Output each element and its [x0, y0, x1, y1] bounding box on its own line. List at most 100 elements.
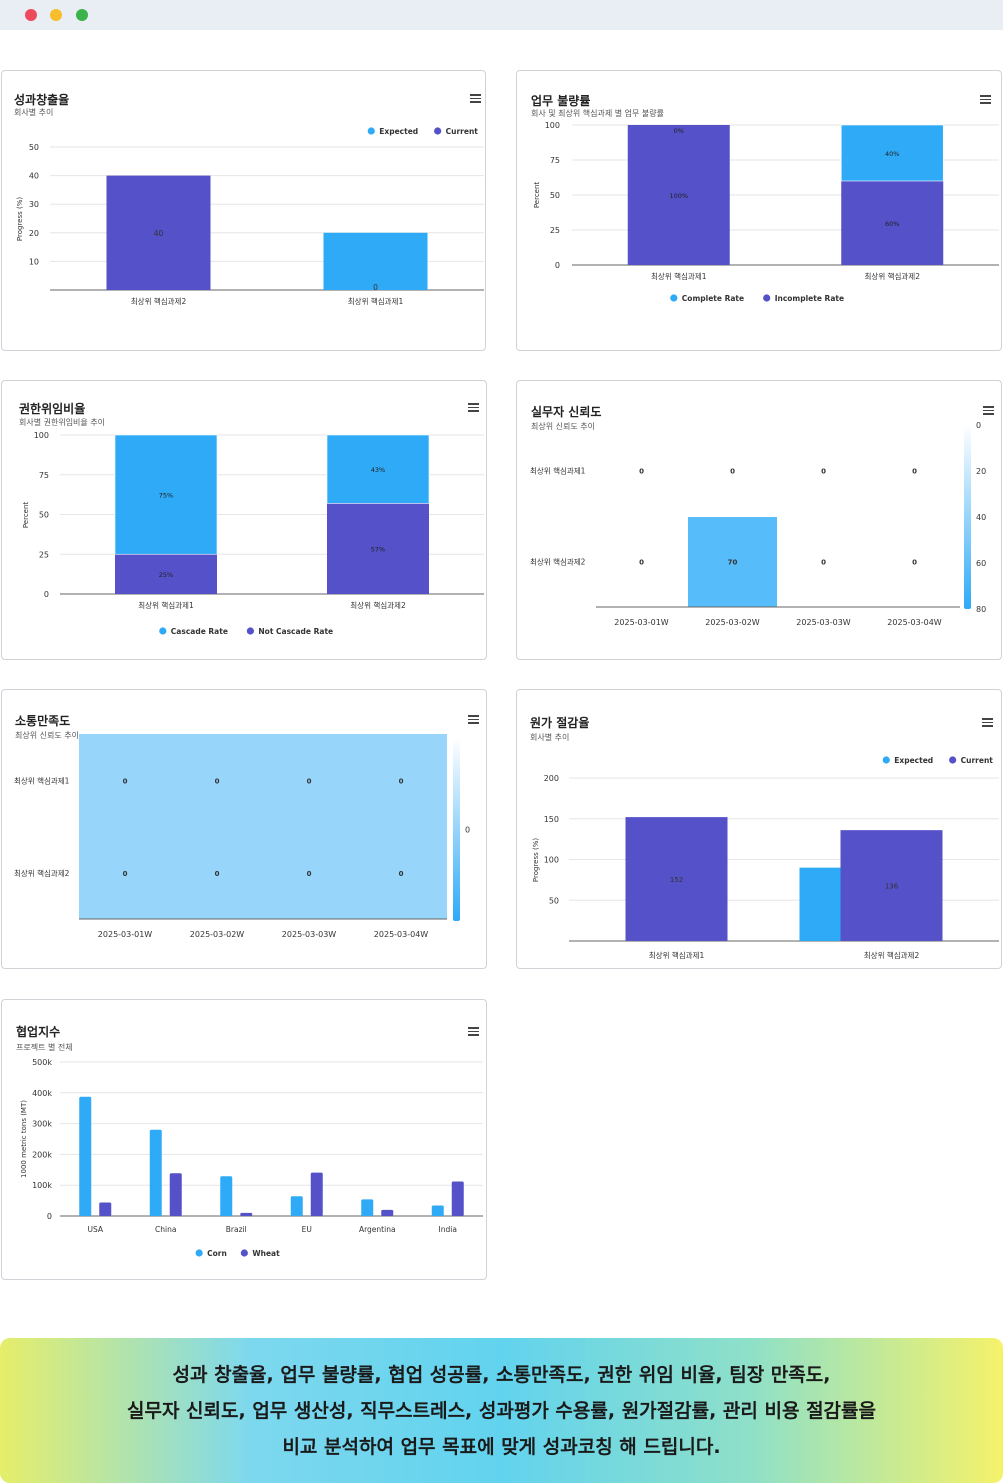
chart-title: 업무 불량률 [531, 94, 591, 108]
y-tick-label: 50 [549, 896, 559, 905]
y-tick-label: 25 [39, 550, 49, 559]
bar-wheat [99, 1202, 112, 1216]
cell-value: 0 [912, 559, 917, 567]
y-tick-label: 100 [34, 431, 49, 440]
y-axis-title: Percent [22, 502, 30, 529]
legend-label-0: Expected [894, 756, 933, 765]
cell-value: 0 [912, 468, 917, 476]
chart-subtitle: 회사별 권한위임비율 추이 [19, 418, 106, 427]
close-window-icon[interactable] [25, 9, 37, 21]
x-tick-label: 최상위 핵심과제2 [350, 600, 406, 610]
chart-plot: 200 150 100 50 Progress (%) 152 최상위 핵심과제1 136 최상… [532, 756, 999, 960]
bar-segment-bottom [327, 503, 429, 594]
y-tick-label: 0 [555, 261, 560, 270]
legend-label-1: Incomplete Rate [775, 294, 844, 303]
bar-segment-bottom [115, 554, 217, 594]
x-tick-label: China [155, 1225, 176, 1234]
legend-marker-0 [367, 127, 375, 135]
bar-segment-top [326, 434, 430, 504]
legend-label-1: Current [446, 127, 479, 136]
chart-card-performance: 성과창출율 회사별 추이 50 40 30 20 10 Progress (%) 40 최상위… [1, 70, 486, 351]
data-label: 100% [669, 192, 688, 200]
cell-value: 0 [730, 468, 735, 476]
chart-plot: 100 75 50 25 0 Percent 100% 0% 최상위 핵심과제1 60% 40% 최상… [533, 121, 999, 303]
x-tick-label: Brazil [226, 1225, 247, 1234]
y-tick-label: 75 [550, 156, 560, 165]
x-tick-label: 최상위 핵심과제1 [348, 296, 404, 306]
x-tick-label: 2025-03-02W [705, 618, 759, 627]
y-tick-label: 100 [545, 121, 560, 130]
legend-label-0: Cascade Rate [171, 627, 228, 636]
cell-value: 0 [821, 559, 826, 567]
legend-marker-1 [246, 627, 254, 635]
chart-card-delegation: 권한위임비율 회사별 권한위임비율 추이 100 75 50 25 0 Percent 25… [1, 380, 487, 660]
x-tick-label: USA [87, 1225, 103, 1234]
chart-plot: 100 75 50 25 0 Percent 25% 75% 최상위 핵심과제1 57% 43% 최상… [22, 431, 484, 636]
data-label: 40 [154, 229, 164, 238]
legend-label-0: Complete Rate [682, 294, 744, 303]
y-tick-label: 75 [39, 471, 49, 480]
bar-corn [290, 1196, 303, 1216]
legend-marker-1 [949, 756, 957, 764]
cell-value: 0 [399, 870, 404, 878]
cell-value: 0 [123, 870, 128, 878]
x-tick-label: EU [302, 1225, 312, 1234]
data-label: 136 [885, 883, 899, 891]
cell-value: 0 [307, 870, 312, 878]
legend-label-1: Wheat [252, 1249, 280, 1258]
bar-segment-top [840, 124, 944, 182]
chart-subtitle: 회사 및 최상위 핵심과제 별 업무 불량률 [531, 109, 665, 118]
chart-card-defect-rate: 업무 불량률 회사 및 최상위 핵심과제 별 업무 불량률 100 75 50 25 0… [516, 70, 1002, 351]
scale-tick-label: 60 [976, 559, 986, 568]
chart-plot: 500k 400k 300k 200k 100k 0 1000 metric tons (M… [20, 1058, 483, 1258]
hamburger-menu-icon[interactable] [468, 715, 479, 724]
data-label: 40% [885, 150, 899, 158]
cell-value: 0 [307, 777, 312, 785]
row-label: 최상위 핵심과제2 [530, 557, 586, 567]
data-label: 0 [373, 283, 378, 292]
chart-card-trust: 실무자 신뢰도 최상위 신뢰도 추이 최상위 핵심과제1 0 0 0 0 최상위 핵심과제… [516, 380, 1002, 660]
legend-marker-0 [882, 756, 890, 764]
chart-card-communication: 소통만족도 최상위 신뢰도 추이 최상위 핵심과제1 0 0 0 0 최상위 핵심과제2 0… [1, 689, 487, 969]
data-label: 75% [159, 492, 173, 500]
y-axis-title: Progress (%) [532, 838, 540, 882]
legend-label-0: Expected [379, 127, 418, 136]
hamburger-menu-icon[interactable] [468, 1027, 479, 1036]
bar-wheat [169, 1173, 182, 1216]
hamburger-menu-icon[interactable] [468, 403, 479, 412]
heatmap-background [79, 734, 447, 919]
minimize-window-icon[interactable] [50, 9, 62, 21]
chart-title: 협업지수 [16, 1025, 61, 1039]
y-tick-label: 50 [29, 143, 39, 152]
bar [323, 232, 428, 290]
cell-value: 0 [215, 870, 220, 878]
bar-segment-top [114, 434, 218, 555]
color-scale-bar [453, 738, 460, 921]
y-axis-title: Percent [533, 182, 541, 209]
cell-value: 0 [215, 777, 220, 785]
legend-label-1: Current [961, 756, 994, 765]
scale-tick-label: 80 [976, 605, 986, 614]
hamburger-menu-icon[interactable] [470, 94, 481, 103]
bar-wheat [240, 1212, 253, 1216]
maximize-window-icon[interactable] [76, 9, 88, 21]
hamburger-menu-icon[interactable] [980, 95, 991, 104]
hamburger-menu-icon[interactable] [982, 718, 993, 727]
chart-subtitle: 회사별 추이 [530, 733, 570, 742]
data-label: 57% [371, 546, 385, 554]
y-tick-label: 500k [32, 1058, 52, 1067]
x-tick-label: 최상위 핵심과제1 [651, 271, 707, 281]
y-tick-label: 0 [44, 590, 49, 599]
x-tick-label: 최상위 핵심과제2 [864, 950, 920, 960]
bar-corn [361, 1199, 374, 1216]
legend-marker-1 [763, 294, 771, 302]
hamburger-menu-icon[interactable] [983, 406, 994, 415]
y-tick-label: 150 [544, 815, 559, 824]
row-label: 최상위 핵심과제1 [14, 775, 70, 785]
y-tick-label: 25 [550, 226, 560, 235]
legend-marker-1 [240, 1249, 248, 1257]
coaching-banner: 성과 창출율, 업무 불량률, 협업 성공률, 소통만족도, 권한 위임 비율,… [0, 1338, 1003, 1483]
y-tick-label: 50 [550, 191, 560, 200]
y-tick-label: 20 [29, 229, 39, 238]
browser-titlebar [0, 0, 1003, 30]
